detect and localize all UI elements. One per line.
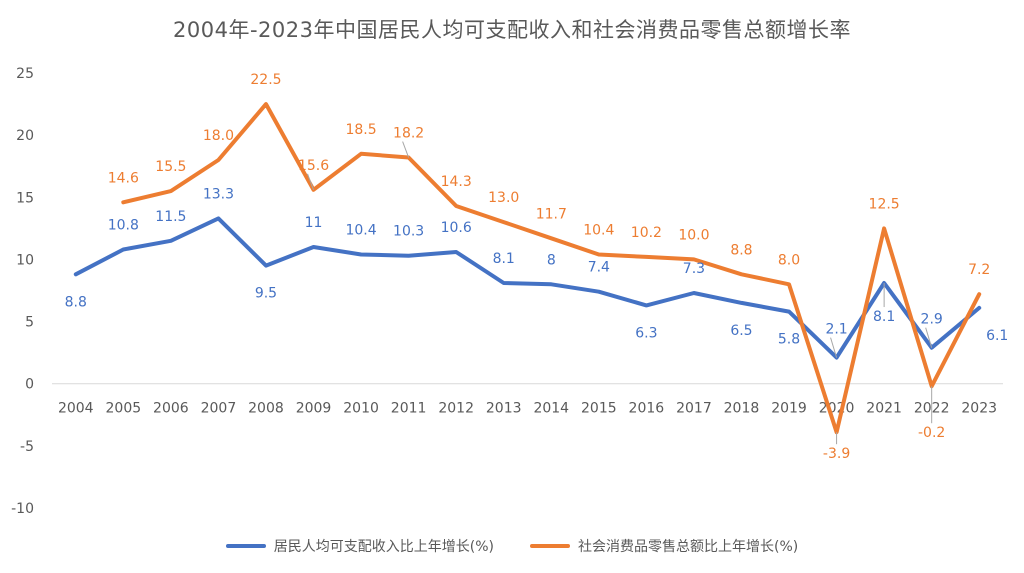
data-label-income: 11.5 bbox=[155, 209, 186, 225]
legend-item-income: 居民人均可支配收入比上年增长(%) bbox=[225, 536, 494, 556]
series-line-income bbox=[73, 216, 982, 360]
x-tick-label: 2011 bbox=[391, 401, 427, 417]
label-leader-line bbox=[307, 173, 314, 191]
series-lines bbox=[73, 102, 982, 435]
data-label-retail: -0.2 bbox=[918, 425, 945, 441]
y-tick-label: -5 bbox=[20, 439, 34, 455]
data-label-income: 2.9 bbox=[921, 312, 943, 328]
legend-swatch-retail bbox=[530, 544, 570, 548]
data-label-income: 10.8 bbox=[108, 217, 139, 233]
data-label-retail: 22.5 bbox=[250, 72, 281, 88]
x-tick-label: 2004 bbox=[58, 401, 94, 417]
data-label-income: 11 bbox=[305, 215, 323, 231]
data-label-income: 8 bbox=[547, 252, 556, 268]
label-leader-line bbox=[402, 141, 410, 158]
data-label-retail: 7.2 bbox=[968, 262, 990, 278]
data-label-retail: 11.7 bbox=[536, 206, 567, 222]
x-tick-label: 2009 bbox=[296, 401, 332, 417]
legend-label-retail: 社会消费品零售总额比上年增长(%) bbox=[578, 539, 799, 555]
data-label-income: 8.1 bbox=[873, 309, 895, 325]
data-label-retail: 15.6 bbox=[298, 158, 329, 174]
data-label-retail: 8.0 bbox=[778, 252, 800, 268]
x-tick-label: 2020 bbox=[819, 401, 855, 417]
x-tick-label: 2019 bbox=[771, 401, 807, 417]
y-tick-label: 0 bbox=[25, 377, 34, 393]
y-tick-label: -10 bbox=[11, 501, 34, 517]
x-axis: 2004 2005 2006 2007 2008 2009 2010 2011 2012 2013… bbox=[52, 383, 1003, 417]
data-label-retail: 18.5 bbox=[345, 122, 376, 138]
data-label-income: 6.5 bbox=[730, 323, 752, 339]
data-label-income: 10.4 bbox=[345, 222, 376, 238]
data-label-income: 7.4 bbox=[588, 260, 610, 276]
x-tick-label: 2015 bbox=[581, 401, 617, 417]
y-tick-label: 10 bbox=[16, 252, 34, 268]
x-tick-label: 2005 bbox=[106, 401, 142, 417]
data-label-retail: 12.5 bbox=[869, 196, 900, 212]
data-label-income: 7.3 bbox=[683, 261, 705, 277]
x-tick-label: 2016 bbox=[629, 401, 665, 417]
x-tick-label: 2014 bbox=[533, 401, 569, 417]
chart-title: 2004年-2023年中国居民人均可支配收入和社会消费品零售总额增长率 bbox=[173, 18, 851, 42]
x-tick-label: 2013 bbox=[486, 401, 522, 417]
y-tick-label: 25 bbox=[16, 66, 34, 82]
data-label-retail: 10.2 bbox=[631, 225, 662, 241]
data-label-retail: 18.2 bbox=[393, 126, 424, 142]
data-label-income: 6.1 bbox=[986, 328, 1008, 344]
x-tick-label: 2018 bbox=[724, 401, 760, 417]
x-tick-label: 2006 bbox=[153, 401, 189, 417]
legend-item-retail: 社会消费品零售总额比上年增长(%) bbox=[530, 536, 798, 556]
x-tick-label: 2008 bbox=[248, 401, 284, 417]
legend-swatch-income bbox=[225, 544, 266, 548]
data-label-income: 10.3 bbox=[393, 224, 424, 240]
y-axis: 25 20 15 10 5 0 -5 -10 bbox=[11, 66, 34, 517]
data-label-retail: 13.0 bbox=[488, 190, 519, 206]
data-label-income: 6.3 bbox=[635, 325, 657, 341]
data-label-retail: 15.5 bbox=[155, 159, 186, 175]
legend: 居民人均可支配收入比上年增长(%) 社会消费品零售总额比上年增长(%) bbox=[0, 536, 1024, 556]
data-label-retail: 8.8 bbox=[730, 242, 752, 258]
y-tick-label: 5 bbox=[25, 315, 34, 331]
data-label-income: 9.5 bbox=[255, 286, 277, 302]
data-label-income: 10.6 bbox=[441, 220, 472, 236]
y-tick-label: 15 bbox=[16, 190, 34, 206]
x-tick-label: 2023 bbox=[961, 401, 997, 417]
data-label-retail: 14.6 bbox=[108, 170, 139, 186]
legend-label-income: 居民人均可支配收入比上年增长(%) bbox=[273, 539, 494, 555]
x-tick-label: 2012 bbox=[438, 401, 474, 417]
data-label-retail: 14.3 bbox=[441, 174, 472, 190]
data-label-income: 8.1 bbox=[493, 251, 515, 267]
data-label-income: 8.8 bbox=[65, 294, 87, 310]
data-label-income: 2.1 bbox=[825, 322, 847, 338]
x-tick-label: 2017 bbox=[676, 401, 712, 417]
y-tick-label: 20 bbox=[16, 128, 34, 144]
label-leader-lines bbox=[307, 141, 933, 445]
data-labels: 8.8 10.8 11.5 13.3 9.5 11 10.4 10.3 10.6 8.1 8 7.4 6… bbox=[65, 72, 1009, 462]
data-label-retail: 18.0 bbox=[203, 128, 234, 144]
data-label-retail: 10.4 bbox=[583, 222, 614, 238]
label-leader-line bbox=[830, 337, 838, 358]
data-label-income: 5.8 bbox=[778, 332, 800, 348]
label-leader-line bbox=[925, 327, 933, 348]
data-label-income: 13.3 bbox=[203, 186, 234, 202]
x-tick-label: 2010 bbox=[343, 401, 379, 417]
x-tick-label: 2007 bbox=[201, 401, 237, 417]
x-tick-label: 2021 bbox=[866, 401, 902, 417]
data-label-retail: -3.9 bbox=[823, 446, 850, 462]
data-label-retail: 10.0 bbox=[678, 227, 709, 243]
